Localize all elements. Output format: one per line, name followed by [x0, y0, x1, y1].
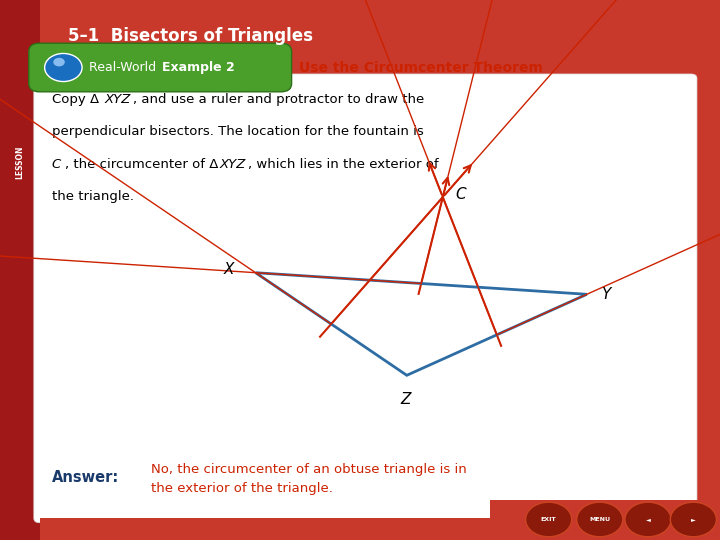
Text: Use the Circumcenter Theorem: Use the Circumcenter Theorem	[299, 60, 543, 75]
Circle shape	[45, 53, 82, 82]
Circle shape	[670, 502, 716, 537]
Polygon shape	[40, 500, 518, 518]
Text: C: C	[52, 158, 61, 171]
Bar	[0, 0, 40, 540]
Text: ◄: ◄	[646, 517, 650, 522]
Text: MENU: MENU	[589, 517, 611, 522]
Bar	[0, 0, 720, 73]
Text: LESSON: LESSON	[15, 145, 24, 179]
Text: EXIT: EXIT	[541, 517, 557, 522]
Text: Z: Z	[400, 392, 410, 407]
Text: Example 2: Example 2	[162, 61, 235, 74]
Text: the triangle.: the triangle.	[52, 190, 134, 203]
Text: , and use a ruler and protractor to draw the: , and use a ruler and protractor to draw…	[133, 93, 425, 106]
FancyBboxPatch shape	[29, 43, 292, 92]
FancyBboxPatch shape	[34, 74, 697, 523]
Circle shape	[53, 58, 65, 66]
Text: ►: ►	[691, 517, 696, 522]
Text: , the circumcenter of Δ: , the circumcenter of Δ	[65, 158, 218, 171]
Circle shape	[625, 502, 671, 537]
Bar	[40, 518, 691, 540]
Text: Real-World: Real-World	[89, 61, 161, 74]
Circle shape	[577, 502, 623, 537]
Text: , which lies in the exterior of: , which lies in the exterior of	[248, 158, 438, 171]
Text: Answer:: Answer:	[52, 470, 119, 485]
Text: XYZ: XYZ	[220, 158, 246, 171]
Text: perpendicular bisectors. The location for the fountain is: perpendicular bisectors. The location fo…	[52, 125, 423, 138]
Text: C: C	[455, 187, 466, 202]
Text: Y: Y	[601, 287, 611, 302]
Text: the exterior of the triangle.: the exterior of the triangle.	[151, 482, 333, 495]
Circle shape	[526, 502, 572, 537]
Text: X: X	[223, 262, 234, 278]
Text: No, the circumcenter of an obtuse triangle is in: No, the circumcenter of an obtuse triang…	[151, 463, 467, 476]
Text: 5–1  Bisectors of Triangles: 5–1 Bisectors of Triangles	[68, 28, 313, 45]
Text: Copy Δ: Copy Δ	[52, 93, 99, 106]
Bar	[490, 500, 720, 540]
Text: XYZ: XYZ	[104, 93, 131, 106]
